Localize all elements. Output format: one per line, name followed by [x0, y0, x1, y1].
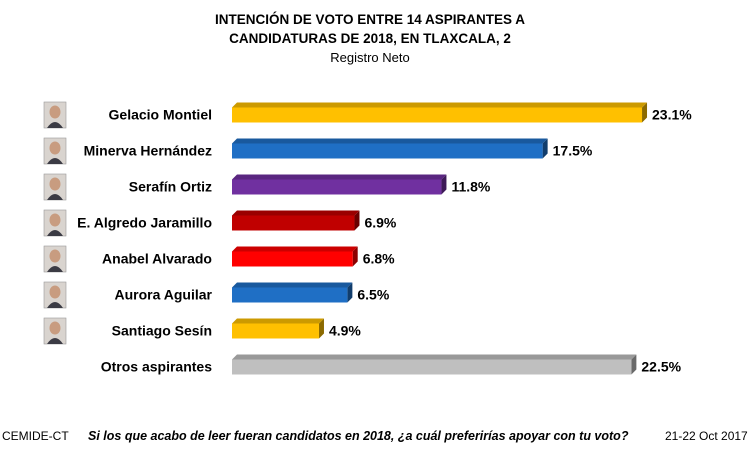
portrait-face [49, 105, 61, 119]
bar [232, 107, 643, 123]
chart-subtitle: Registro Neto [330, 50, 410, 65]
portrait-shoulders [47, 266, 63, 272]
bar [232, 359, 632, 375]
bar [232, 287, 348, 303]
portrait-face [49, 141, 61, 155]
bar-top [232, 210, 360, 216]
candidate-portrait [43, 209, 67, 237]
portrait-face [49, 213, 61, 227]
bar-side [352, 246, 358, 267]
category-label: E. Algredo Jaramillo [77, 215, 212, 231]
bar [232, 215, 355, 231]
candidate-portrait [43, 245, 67, 273]
category-label: Otros aspirantes [101, 359, 212, 375]
bar-value-label: 11.8% [451, 179, 490, 195]
bar-side [542, 138, 548, 159]
candidate-portrait [43, 173, 67, 201]
category-label: Santiago Sesín [112, 323, 212, 339]
bar-top [232, 318, 324, 324]
bar-side [441, 174, 447, 195]
bar-side [347, 282, 353, 303]
category-label: Serafín Ortiz [129, 179, 212, 195]
candidate-portrait [43, 317, 67, 345]
source-label: CEMIDE-CT [2, 429, 69, 443]
bar-top [232, 138, 548, 144]
bar-value-label: 17.5% [553, 143, 593, 159]
portrait-shoulders [47, 302, 63, 308]
portrait-face [49, 321, 61, 335]
survey-question: Si los que acabo de leer fueran candidat… [88, 429, 629, 443]
portrait-shoulders [47, 158, 63, 164]
bar-top [232, 102, 648, 108]
portrait-shoulders [47, 230, 63, 236]
bar-value-label: 6.5% [357, 287, 389, 303]
portrait-face [49, 249, 61, 263]
bar-value-label: 23.1% [652, 107, 692, 123]
bar-value-label: 22.5% [641, 359, 681, 375]
bar-top [232, 354, 637, 360]
bar [232, 323, 319, 339]
bar-value-label: 6.8% [363, 251, 395, 267]
portrait-shoulders [47, 194, 63, 200]
portrait-face [49, 285, 61, 299]
bar-value-label: 4.9% [329, 323, 361, 339]
bar-value-label: 6.9% [364, 215, 396, 231]
bar-top [232, 246, 358, 252]
bar-side [318, 318, 324, 339]
bar-top [232, 282, 353, 288]
bar [232, 179, 442, 195]
category-label: Anabel Alvarado [102, 251, 212, 267]
bar [232, 143, 543, 159]
portrait-face [49, 177, 61, 191]
bar [232, 251, 353, 267]
candidate-portrait [43, 281, 67, 309]
bar-top [232, 174, 447, 180]
portrait-shoulders [47, 122, 63, 128]
category-label: Gelacio Montiel [109, 107, 212, 123]
survey-date: 21-22 Oct 2017 [665, 429, 748, 443]
bar-side [642, 102, 648, 123]
bar-side [354, 210, 360, 231]
category-label: Aurora Aguilar [115, 287, 213, 303]
candidate-portrait [43, 137, 67, 165]
chart-title-line-1: INTENCIÓN DE VOTO ENTRE 14 ASPIRANTES A [214, 12, 526, 27]
bar-chart: 23.1% Gelacio Montiel 17.5% Minerva Hernánd… [43, 101, 692, 375]
bar-side [631, 354, 637, 375]
category-label: Minerva Hernández [84, 143, 212, 159]
candidate-portrait [43, 101, 67, 129]
chart-title-line-2: CANDIDATURAS DE 2018, EN TLAXCALA, 2 [229, 31, 511, 46]
portrait-shoulders [47, 338, 63, 344]
